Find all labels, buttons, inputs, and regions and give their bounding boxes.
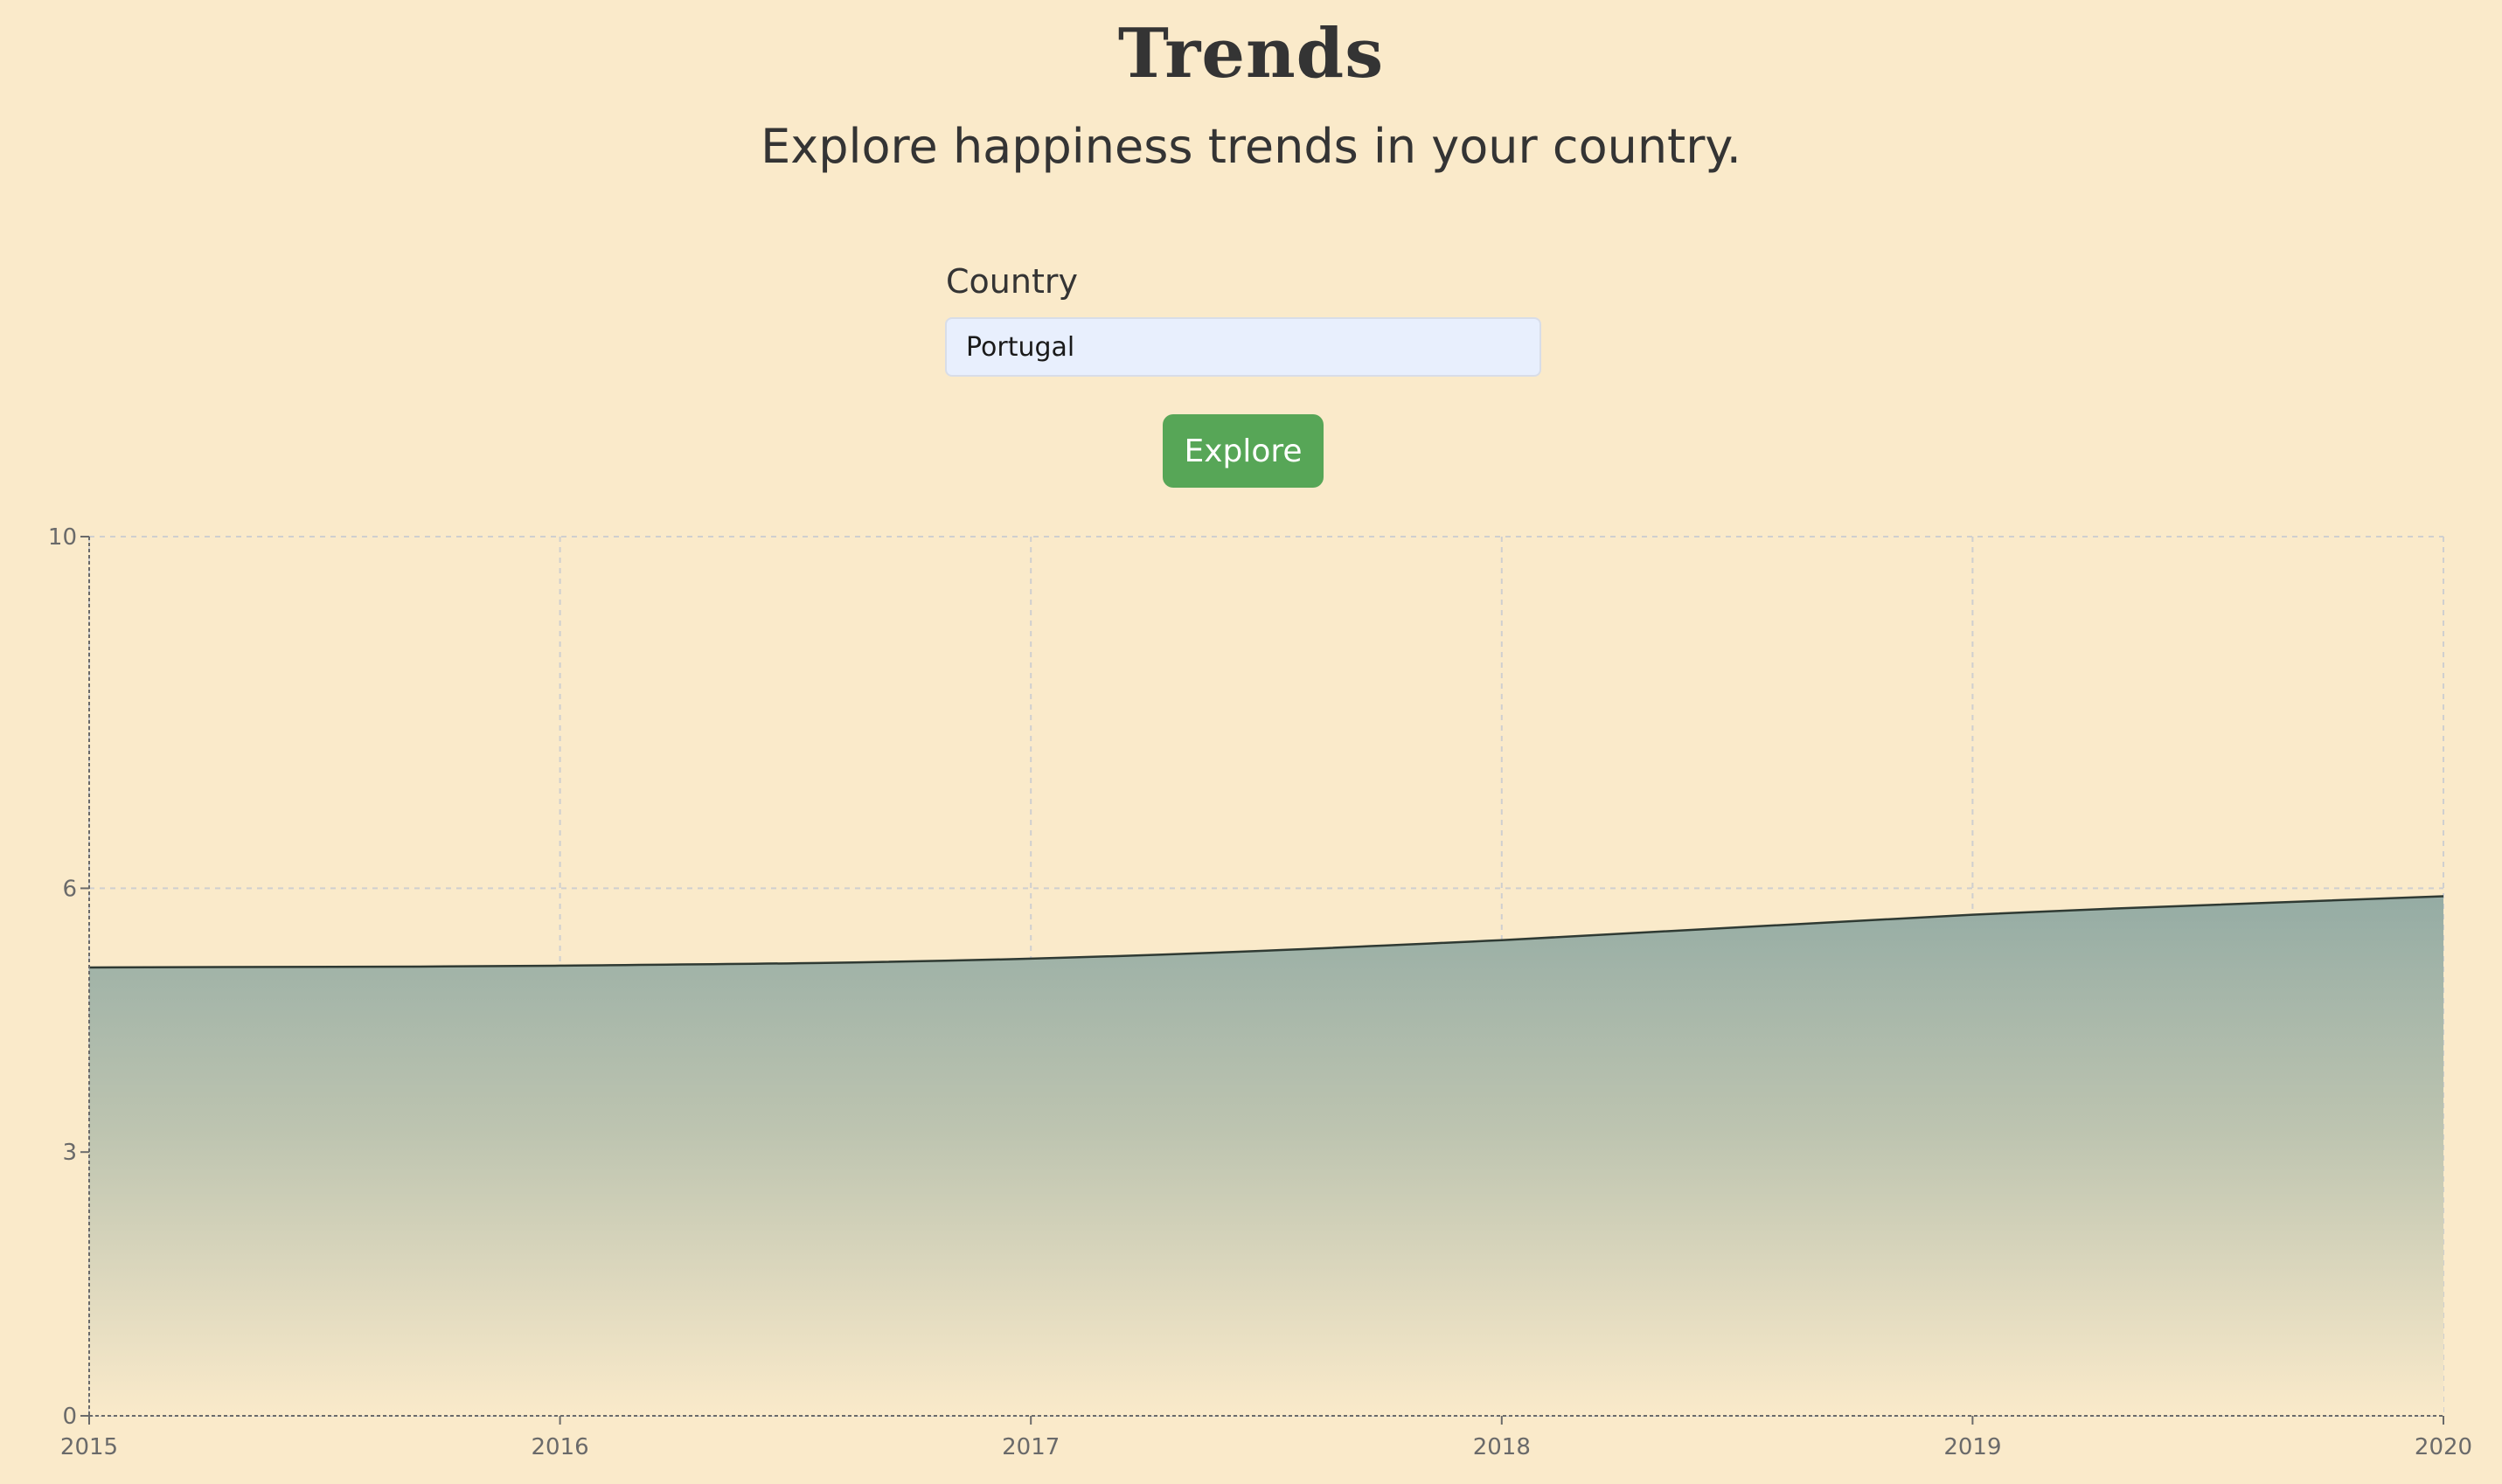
chart-tick-labels: 0 3 6 10 2015 2016 2017 2018 2019 2020	[48, 524, 2472, 1460]
series-line	[88, 895, 2444, 969]
x-tick-label: 2015	[60, 1434, 118, 1460]
explore-button[interactable]: Explore	[1163, 414, 1324, 488]
x-tick-label: 2019	[1943, 1434, 2001, 1460]
x-tick-label: 2020	[2415, 1434, 2472, 1460]
x-tick-label: 2018	[1473, 1434, 1531, 1460]
y-tick-label: 10	[48, 524, 77, 551]
y-tick-label: 3	[62, 1140, 77, 1166]
y-tick-label: 0	[62, 1404, 77, 1430]
chart-area-layer	[88, 895, 2444, 1416]
series-area-fill	[89, 896, 2443, 1416]
country-input[interactable]	[945, 317, 1541, 377]
page-title: Trends	[1117, 14, 1385, 94]
page-subtitle: Explore happiness trends in your country…	[761, 119, 1741, 174]
x-tick-label: 2017	[1002, 1434, 1060, 1460]
country-label: Country	[946, 262, 1078, 301]
chart-axes	[80, 536, 2444, 1425]
y-tick-label: 6	[62, 876, 77, 902]
x-tick-label: 2016	[532, 1434, 589, 1460]
